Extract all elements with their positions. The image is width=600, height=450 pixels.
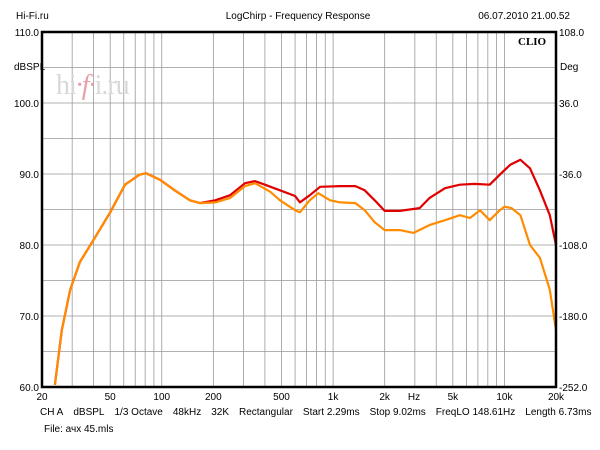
y2-tick-label: -180.0 bbox=[559, 312, 588, 323]
y-axis-label: dBSPL bbox=[14, 62, 46, 73]
setting-item: Stop 9.02ms bbox=[369, 407, 426, 418]
setting-item: 48kHz bbox=[172, 407, 202, 418]
y-tick-label: 100.0 bbox=[14, 99, 39, 110]
x-tick-label: 2k bbox=[379, 392, 391, 403]
setting-item: FreqLO 148.61Hz bbox=[435, 407, 516, 418]
x-tick-label: 100 bbox=[153, 392, 170, 403]
y2-axis-label: Deg bbox=[560, 62, 579, 73]
y2-tick-label: -36.0 bbox=[559, 170, 582, 181]
setting-item: Rectangular bbox=[239, 407, 293, 418]
setting-item: 1/3 Octave bbox=[114, 407, 163, 418]
watermark-logo: hi·f·i.ru bbox=[56, 70, 130, 101]
clio-brand: CLIO bbox=[518, 36, 547, 48]
plot-frame bbox=[40, 30, 558, 389]
header-left: Hi-Fi.ru bbox=[16, 11, 49, 22]
setting-item: CH A bbox=[40, 407, 64, 418]
setting-item: dBSPL bbox=[73, 407, 105, 418]
y2-tick-label: -252.0 bbox=[559, 383, 588, 394]
x-tick-label: 5k bbox=[448, 392, 460, 403]
y-tick-label: 110.0 bbox=[15, 28, 40, 39]
x-tick-label: 500 bbox=[273, 392, 290, 403]
file-name: File: ачх 45.mls bbox=[44, 424, 114, 435]
setting-item: Start 2.29ms bbox=[302, 407, 360, 418]
setting-item: 32K bbox=[211, 407, 229, 418]
measurement-settings: CH A dBSPL 1/3 Octave 48kHz 32K Rectangular St… bbox=[40, 407, 600, 418]
setting-item: Length 6.73ms bbox=[525, 407, 592, 418]
x-tick-label: 10k bbox=[496, 392, 513, 403]
x-tick-label: 1k bbox=[328, 392, 340, 403]
x-axis-label: Hz bbox=[408, 392, 420, 403]
y2-tick-label: -108.0 bbox=[559, 241, 588, 252]
chart-title: LogChirp - Frequency Response bbox=[225, 11, 371, 22]
series-line-orange bbox=[53, 172, 558, 386]
y-tick-label: 70.0 bbox=[20, 312, 40, 323]
x-tick-label: 20k bbox=[548, 392, 565, 403]
y2-tick-label: 108.0 bbox=[559, 28, 584, 39]
y-tick-label: 60.0 bbox=[20, 383, 40, 394]
x-tick-label: 50 bbox=[105, 392, 117, 403]
y2-tick-label: 36.0 bbox=[559, 99, 579, 110]
x-tick-label: 200 bbox=[205, 392, 222, 403]
header-datetime: 06.07.2010 21.00.52 bbox=[478, 11, 570, 22]
y-tick-label: 90.0 bbox=[20, 170, 40, 181]
y-tick-label: 80.0 bbox=[20, 241, 40, 252]
x-tick-label: 20 bbox=[36, 392, 48, 403]
